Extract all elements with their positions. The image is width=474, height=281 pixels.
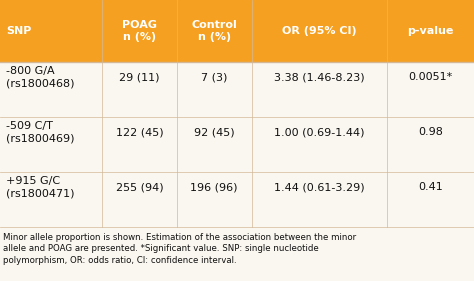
Text: SNP: SNP: [6, 26, 31, 36]
Bar: [0, 0, 474, 62]
Text: 1.44 (0.61-3.29): 1.44 (0.61-3.29): [274, 182, 365, 192]
Text: -800 G/A
(rs1800468): -800 G/A (rs1800468): [6, 66, 74, 89]
Text: 0.98: 0.98: [418, 127, 443, 137]
Text: p-value: p-value: [407, 26, 454, 36]
Text: -509 C/T
(rs1800469): -509 C/T (rs1800469): [6, 121, 74, 144]
Text: 0.0051*: 0.0051*: [408, 72, 453, 82]
Bar: [0, 172, 474, 227]
Text: Control
n (%): Control n (%): [191, 20, 237, 42]
Text: 255 (94): 255 (94): [116, 182, 163, 192]
Text: 1.00 (0.69-1.44): 1.00 (0.69-1.44): [274, 127, 365, 137]
Text: 7 (3): 7 (3): [201, 72, 228, 82]
Text: 3.38 (1.46-8.23): 3.38 (1.46-8.23): [274, 72, 365, 82]
Text: OR (95% CI): OR (95% CI): [282, 26, 356, 36]
Text: 92 (45): 92 (45): [194, 127, 235, 137]
Text: 122 (45): 122 (45): [116, 127, 163, 137]
Text: POAG
n (%): POAG n (%): [122, 20, 157, 42]
Text: 0.41: 0.41: [418, 182, 443, 192]
Text: +915 G/C
(rs1800471): +915 G/C (rs1800471): [6, 176, 74, 199]
Text: Minor allele proportion is shown. Estimation of the association between the mino: Minor allele proportion is shown. Estima…: [3, 233, 356, 265]
Text: 196 (96): 196 (96): [191, 182, 238, 192]
Text: 29 (11): 29 (11): [119, 72, 160, 82]
Bar: [0, 117, 474, 172]
Bar: [0, 62, 474, 117]
